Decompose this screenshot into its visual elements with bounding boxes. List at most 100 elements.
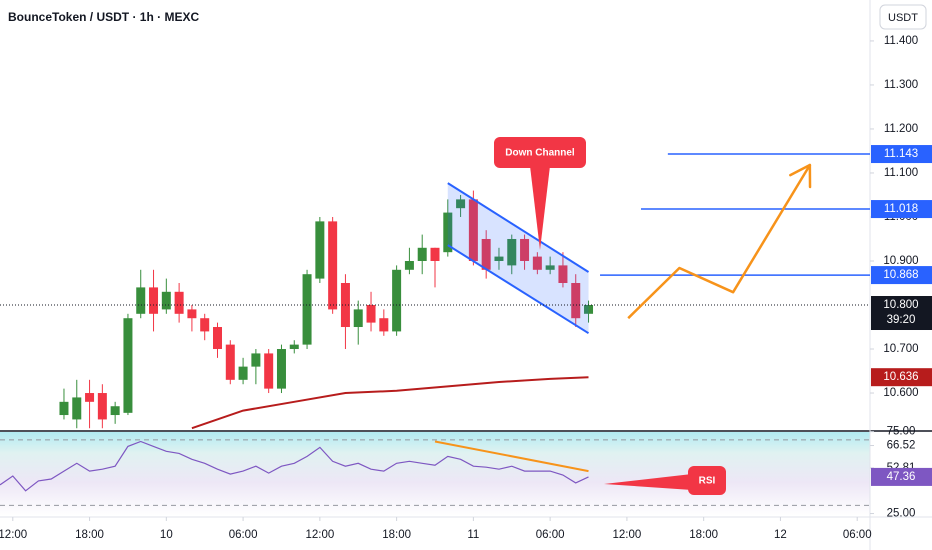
candle-body	[584, 305, 594, 314]
candle-body	[161, 291, 171, 310]
main-pane	[0, 153, 870, 430]
candle-body	[276, 349, 286, 389]
x-tick-label: 12	[774, 529, 787, 541]
candle-body	[174, 291, 184, 314]
y-tick-label: 11.200	[884, 123, 918, 135]
axes: 10.60010.70010.90011.00011.10011.20011.3…	[0, 35, 932, 541]
arrow-head	[789, 163, 812, 177]
candle-body	[59, 401, 69, 416]
rsi-value-label: 47.36	[887, 471, 916, 483]
countdown-label: 39:20	[887, 314, 916, 326]
candle-body	[353, 309, 363, 328]
candle-body	[85, 393, 95, 402]
candle-body	[404, 260, 414, 270]
candle-body	[315, 221, 325, 279]
candle-body	[507, 238, 517, 266]
candle-body	[532, 256, 542, 270]
candle-body	[481, 238, 491, 270]
callout-pointer	[604, 474, 692, 490]
candle-body	[123, 318, 133, 413]
callout-box	[494, 137, 586, 168]
candle-body	[328, 221, 338, 310]
candle-body	[392, 269, 402, 332]
level-label-box	[871, 145, 932, 164]
x-tick-label: 06:00	[843, 529, 872, 541]
callout-text: Down Channel	[505, 148, 575, 159]
projection-path	[627, 164, 811, 320]
level-label-box	[871, 200, 932, 219]
y-tick-label: 66.52	[887, 440, 916, 452]
channel-fill	[447, 183, 589, 334]
candle-body	[72, 397, 82, 420]
x-tick-label: 18:00	[382, 529, 411, 541]
candle-body	[187, 309, 197, 319]
x-tick-label: 06:00	[229, 529, 258, 541]
candle-body	[302, 274, 312, 345]
x-tick-label: 12:00	[305, 529, 334, 541]
x-tick-label: 12:00	[0, 529, 27, 541]
x-tick-label: 18:00	[75, 529, 104, 541]
chart-title: BounceToken / USDT · 1h · MEXC	[8, 10, 199, 24]
y-tick-label: 11.400	[884, 35, 918, 47]
candle-body	[520, 238, 530, 261]
last-price-box	[871, 296, 932, 331]
overlay: Down Channel RSI	[494, 137, 726, 495]
level-label: 10.868	[883, 269, 918, 281]
candle-body	[366, 305, 376, 323]
candle-body	[430, 247, 440, 261]
candle-body	[468, 199, 478, 261]
x-tick-label: 11	[467, 529, 479, 541]
candle-body	[456, 199, 466, 209]
rsi-line	[0, 440, 589, 492]
candle-body	[200, 318, 210, 332]
y-tick-label: 10.900	[883, 255, 918, 267]
level-label: 11.143	[884, 148, 918, 160]
ma-label: 10.636	[883, 371, 918, 383]
y-tick-label: 25.00	[887, 508, 916, 520]
candle-body	[545, 265, 555, 270]
x-tick-label: 18:00	[689, 529, 718, 541]
candle-body	[149, 287, 159, 314]
y-tick-label: 10.600	[883, 387, 918, 399]
rsi-pane	[0, 439, 870, 506]
last-price-label: 10.800	[883, 299, 918, 311]
x-tick-label: 06:00	[536, 529, 565, 541]
level-label: 11.018	[884, 203, 918, 215]
candle-body	[238, 366, 248, 380]
candle-body	[97, 393, 107, 420]
unit-label: USDT	[888, 12, 918, 24]
unit-box[interactable]	[879, 4, 927, 30]
callout-pointer	[530, 166, 550, 250]
candle-body	[136, 287, 146, 314]
y-tick-label: 11.300	[884, 79, 918, 91]
candle-body	[558, 265, 568, 283]
candle-body	[289, 344, 299, 350]
candle-body	[264, 353, 274, 389]
candle-body	[494, 256, 504, 261]
callout-box	[688, 466, 726, 495]
moving-average	[191, 376, 589, 430]
channel-upper	[447, 182, 590, 273]
y-tick-label: 10.700	[883, 343, 918, 355]
candle-body	[443, 212, 453, 253]
callout-text: RSI	[699, 476, 716, 487]
candle-body	[571, 282, 581, 319]
candle-body	[213, 327, 222, 350]
divergence-line	[434, 440, 589, 473]
y-tick-label: 75.00	[887, 426, 916, 438]
x-tick-label: 10	[160, 529, 173, 541]
candle-body	[225, 344, 235, 380]
candle-body	[379, 318, 389, 332]
rsi-background	[0, 432, 870, 516]
candle-body	[251, 353, 261, 367]
rsi-value-box	[871, 467, 932, 486]
channel-lower	[447, 244, 590, 335]
y-tick-label: 11.100	[884, 167, 918, 179]
x-tick-label: 12:00	[613, 529, 642, 541]
candle-body	[417, 247, 427, 261]
level-label-box	[871, 266, 932, 285]
ma-label-box	[871, 368, 932, 387]
candle-body	[110, 406, 120, 416]
